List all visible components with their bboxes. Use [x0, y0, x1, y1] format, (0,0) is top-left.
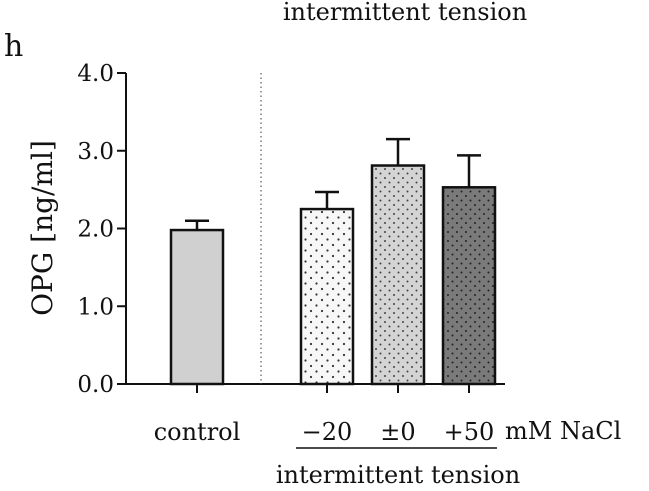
- y-axis-label: OPG [ng/ml]: [26, 140, 59, 316]
- y-tick-label: 2.0: [77, 217, 114, 243]
- bar: [370, 164, 426, 386]
- y-tick-label: 0.0: [77, 372, 114, 398]
- y-tick-label: 1.0: [77, 294, 114, 320]
- bar: [169, 228, 225, 386]
- x-tick-label: −20: [302, 418, 353, 446]
- unit-label: mM NaCl: [505, 417, 621, 445]
- y-tick-label: 3.0: [77, 139, 114, 165]
- x-tick-label: +50: [444, 418, 495, 446]
- x-tick-label: control: [154, 418, 241, 446]
- y-axis: 0.0 1.0 2.0 3.0 4.0: [77, 61, 127, 398]
- bottom-caption: intermittent tension: [276, 461, 520, 489]
- panel-label: h: [4, 29, 23, 64]
- top-caption: intermittent tension: [283, 0, 527, 26]
- bars: [169, 137, 497, 386]
- bar: [441, 186, 497, 386]
- bar: [299, 207, 355, 386]
- x-axis: control −20 ±0 +50: [126, 383, 505, 446]
- x-tick-label: ±0: [380, 418, 415, 446]
- y-tick-label: 4.0: [77, 61, 114, 87]
